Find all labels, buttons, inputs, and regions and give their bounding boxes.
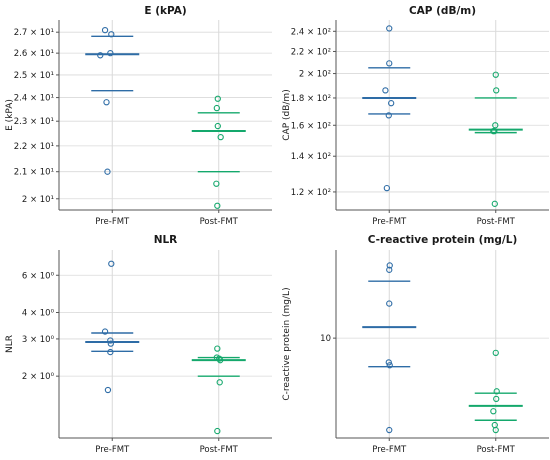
y-tick-label: 1.4 × 10² [291, 152, 331, 162]
data-point [214, 95, 221, 102]
data-point [103, 99, 110, 106]
data-point [107, 340, 114, 347]
x-tick-label: Post-FMT [200, 217, 239, 227]
y-tick-label: 1.2 × 10² [291, 188, 331, 198]
data-point [213, 104, 220, 112]
data-point [214, 427, 221, 435]
data-point [101, 328, 109, 335]
data-point [382, 87, 389, 94]
chart-title: C-reactive protein (mg/L) [368, 234, 518, 246]
data-point [492, 426, 499, 434]
data-point [492, 349, 499, 356]
chart-title: CAP (dB/m) [409, 5, 476, 17]
data-point [386, 300, 393, 307]
data-point [214, 345, 221, 352]
chart-title: E (kPA) [144, 5, 186, 17]
data-point [108, 260, 115, 267]
y-axis-label: NLR [5, 335, 15, 353]
data-point [216, 379, 223, 386]
data-point [491, 127, 498, 135]
data-point [388, 100, 395, 107]
data-point [383, 184, 391, 192]
x-tick-label: Post-FMT [200, 445, 239, 455]
data-point [493, 87, 500, 94]
data-point [493, 395, 500, 403]
x-tick-label: Pre-FMT [95, 445, 130, 455]
data-point [107, 348, 114, 356]
data-point [386, 262, 393, 269]
y-tick-label: 2.1 × 10¹ [14, 168, 54, 178]
y-tick-label: 2 × 10⁰ [22, 372, 55, 382]
y-tick-label: 2.5 × 10¹ [14, 71, 54, 81]
data-point [386, 266, 393, 273]
data-point [386, 25, 393, 32]
data-point [493, 388, 500, 395]
y-tick-label: 2.3 × 10¹ [14, 117, 54, 127]
y-tick-label: 2.4 × 10¹ [14, 94, 54, 104]
y-axis-label: CAP (dB/m) [282, 89, 292, 140]
data-point [214, 122, 221, 130]
data-point [97, 52, 104, 59]
x-tick-label: Post-FMT [477, 445, 516, 455]
data-point [492, 71, 499, 78]
y-tick-label: 3 × 10⁰ [22, 335, 55, 345]
data-point [386, 60, 393, 67]
y-tick-label: 2.6 × 10¹ [14, 49, 54, 59]
data-point [386, 426, 393, 434]
data-point [104, 168, 111, 175]
data-point [101, 26, 109, 34]
x-tick-label: Post-FMT [477, 217, 516, 227]
x-tick-label: Pre-FMT [95, 217, 130, 227]
data-point [386, 362, 393, 369]
x-tick-label: Pre-FMT [372, 217, 407, 227]
y-axis-label: C-reactive protein (mg/L) [282, 287, 292, 400]
chart-title: NLR [154, 234, 178, 246]
data-point [104, 386, 112, 394]
y-tick-label: 10 [320, 334, 331, 344]
x-tick-label: Pre-FMT [372, 445, 407, 455]
y-axis-label: E (kPA) [5, 99, 15, 131]
y-tick-label: 1.6 × 10² [291, 121, 331, 131]
data-point [107, 337, 114, 344]
y-tick-label: 4 × 10⁰ [22, 309, 55, 319]
data-point [217, 133, 224, 141]
y-tick-label: 2.2 × 10¹ [14, 142, 54, 152]
y-tick-label: 1.8 × 10² [291, 94, 331, 104]
y-tick-label: 6 × 10⁰ [22, 271, 55, 281]
data-point [491, 200, 498, 207]
y-tick-label: 2 × 10² [299, 70, 331, 80]
data-point [491, 421, 498, 429]
data-point [213, 180, 220, 187]
data-point [107, 49, 114, 57]
y-tick-label: 2.4 × 10² [291, 27, 331, 37]
data-point [385, 112, 392, 119]
y-tick-label: 2.2 × 10² [291, 47, 331, 57]
data-point [385, 359, 392, 366]
data-point [492, 122, 499, 129]
data-point [214, 202, 221, 209]
data-point [490, 408, 497, 415]
y-tick-label: 2.7 × 10¹ [14, 28, 54, 38]
y-tick-label: 2 × 10¹ [22, 195, 54, 205]
